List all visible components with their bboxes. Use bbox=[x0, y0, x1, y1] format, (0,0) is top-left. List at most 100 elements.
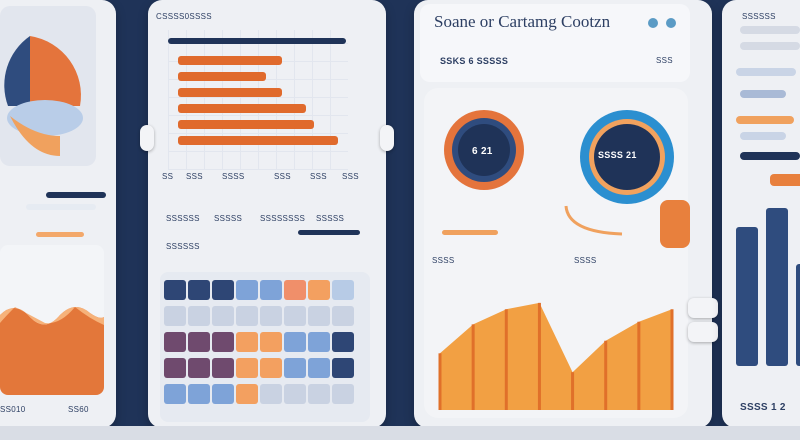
color-grid bbox=[160, 272, 370, 422]
grid-cell[interactable] bbox=[188, 384, 210, 404]
bar-chart bbox=[168, 30, 348, 170]
grid-cell[interactable] bbox=[332, 332, 354, 352]
gauge-left-icon[interactable] bbox=[442, 108, 526, 192]
grid-cell[interactable] bbox=[284, 280, 306, 300]
gauge-slider[interactable] bbox=[442, 230, 498, 235]
right-panel: SSSSSS SSSS 1 2 bbox=[722, 0, 800, 428]
grid-cell[interactable] bbox=[332, 280, 354, 300]
gauge-panel-title: Soane or Cartamg Cootzn bbox=[434, 12, 611, 31]
grid-cell[interactable] bbox=[236, 358, 258, 378]
stack-line-3 bbox=[36, 232, 84, 237]
grid-cell[interactable] bbox=[308, 332, 330, 352]
right-line bbox=[736, 116, 794, 124]
vertical-bar bbox=[766, 207, 788, 366]
grid-cell[interactable] bbox=[332, 306, 354, 326]
grid-cell[interactable] bbox=[164, 358, 186, 378]
grid-cell[interactable] bbox=[164, 384, 186, 404]
grid-cell[interactable] bbox=[164, 306, 186, 326]
grid-cell[interactable] bbox=[332, 384, 354, 404]
legend-scrollbar[interactable] bbox=[298, 230, 360, 235]
legend-item[interactable]: SSSSSSSS bbox=[260, 214, 306, 223]
grid-cell[interactable] bbox=[308, 280, 330, 300]
grid-cell[interactable] bbox=[188, 332, 210, 352]
grid-cell[interactable] bbox=[236, 306, 258, 326]
bar-mark bbox=[178, 120, 314, 129]
vertical-bar bbox=[736, 226, 758, 366]
right-line bbox=[770, 174, 800, 186]
grid-cell[interactable] bbox=[212, 332, 234, 352]
right-line bbox=[740, 132, 786, 140]
wave-area-icon bbox=[0, 306, 104, 395]
gauge-panel-header: Soane or Cartamg Cootzn SSKS 6 SSSSS SSS bbox=[420, 4, 690, 82]
grid-cell[interactable] bbox=[260, 306, 282, 326]
legend-item[interactable]: SSSSSS bbox=[166, 214, 200, 223]
grid-cell[interactable] bbox=[164, 332, 186, 352]
grid-cell[interactable] bbox=[260, 280, 282, 300]
bar-mark bbox=[178, 104, 306, 113]
gauge-right-value: SSSS 21 bbox=[598, 150, 637, 160]
right-panel-top-label: SSSSSS bbox=[742, 12, 776, 21]
grid-cell[interactable] bbox=[332, 358, 354, 378]
bar-chart-axis bbox=[168, 38, 346, 44]
grid-cell[interactable] bbox=[308, 384, 330, 404]
gauge-side-handle[interactable] bbox=[688, 322, 718, 342]
right-line bbox=[740, 26, 800, 34]
grid-cell[interactable] bbox=[284, 332, 306, 352]
right-line bbox=[736, 68, 796, 76]
gauge-area: 6 21 SSSS 21 SSSS SSSS bbox=[424, 88, 688, 418]
legend-item[interactable]: SSSSS bbox=[316, 214, 345, 223]
gauge-side-handle[interactable] bbox=[688, 298, 718, 318]
grid-cell[interactable] bbox=[284, 358, 306, 378]
tick-label: SSSS bbox=[222, 172, 245, 181]
bar-mark bbox=[178, 136, 338, 145]
grid-cell[interactable] bbox=[260, 384, 282, 404]
right-line bbox=[740, 152, 800, 160]
tick-label: SSS bbox=[342, 172, 359, 181]
window-dot-icon[interactable] bbox=[666, 18, 676, 28]
grid-cell[interactable] bbox=[188, 358, 210, 378]
vertical-bar bbox=[796, 263, 800, 366]
grid-subheader: SSSSSS bbox=[166, 242, 200, 251]
bar-mark bbox=[178, 72, 266, 81]
stack-line-2 bbox=[26, 204, 96, 210]
grid-cell[interactable] bbox=[260, 358, 282, 378]
left-footer-left: SS010 bbox=[0, 405, 26, 414]
grid-cell[interactable] bbox=[236, 280, 258, 300]
grid-cell[interactable] bbox=[308, 306, 330, 326]
grid-cell[interactable] bbox=[212, 384, 234, 404]
grid-cell[interactable] bbox=[284, 306, 306, 326]
pie-chart-icon bbox=[4, 36, 83, 156]
bar-mark bbox=[178, 88, 282, 97]
gauge-panel: Soane or Cartamg Cootzn SSKS 6 SSSSS SSS… bbox=[414, 0, 712, 428]
window-dot-icon[interactable] bbox=[648, 18, 658, 28]
gauge-right-icon[interactable] bbox=[578, 108, 676, 206]
grid-cell[interactable] bbox=[188, 306, 210, 326]
grid-cell[interactable] bbox=[260, 332, 282, 352]
gauge-mid-label-right: SSSS bbox=[574, 256, 597, 265]
desk-floor bbox=[0, 426, 800, 440]
orange-handle[interactable] bbox=[660, 200, 690, 248]
tick-label: SSS bbox=[186, 172, 203, 181]
grid-cell[interactable] bbox=[188, 280, 210, 300]
wave-card bbox=[0, 245, 104, 395]
grid-cell[interactable] bbox=[164, 280, 186, 300]
area-chart bbox=[438, 302, 674, 410]
grid-cell[interactable] bbox=[212, 280, 234, 300]
connector-icon bbox=[564, 205, 623, 236]
middle-splitter-handle[interactable] bbox=[380, 125, 394, 151]
right-bar-chart bbox=[732, 180, 800, 366]
left-splitter-handle[interactable] bbox=[140, 125, 154, 151]
legend-item[interactable]: SSSSS bbox=[214, 214, 243, 223]
grid-cell[interactable] bbox=[284, 384, 306, 404]
grid-cell[interactable] bbox=[212, 358, 234, 378]
gauge-left-value: 6 21 bbox=[472, 146, 493, 157]
area-series bbox=[440, 302, 672, 410]
bar-chart-bars bbox=[178, 56, 338, 156]
grid-cell[interactable] bbox=[236, 332, 258, 352]
grid-cell[interactable] bbox=[308, 358, 330, 378]
grid-cell[interactable] bbox=[212, 306, 234, 326]
grid-cell[interactable] bbox=[236, 384, 258, 404]
left-panel: SS010 SS60 bbox=[0, 0, 116, 428]
right-line bbox=[740, 42, 800, 50]
right-line bbox=[740, 90, 786, 98]
